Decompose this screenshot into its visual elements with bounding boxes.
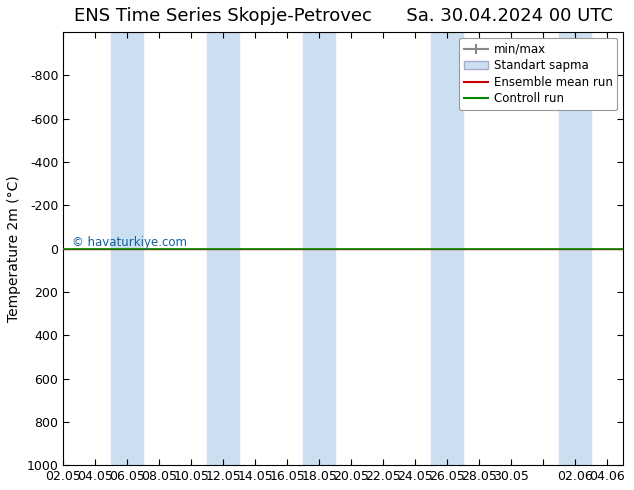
Title: ENS Time Series Skopje-Petrovec      Sa. 30.04.2024 00 UTC: ENS Time Series Skopje-Petrovec Sa. 30.0… bbox=[74, 7, 612, 25]
Text: © havaturkiye.com: © havaturkiye.com bbox=[72, 236, 186, 248]
Bar bbox=[207, 32, 239, 465]
Legend: min/max, Standart sapma, Ensemble mean run, Controll run: min/max, Standart sapma, Ensemble mean r… bbox=[460, 38, 618, 110]
Y-axis label: Temperature 2m (°C): Temperature 2m (°C) bbox=[7, 175, 21, 322]
Bar bbox=[559, 32, 592, 465]
Bar bbox=[303, 32, 335, 465]
Bar bbox=[431, 32, 463, 465]
Bar bbox=[111, 32, 143, 465]
